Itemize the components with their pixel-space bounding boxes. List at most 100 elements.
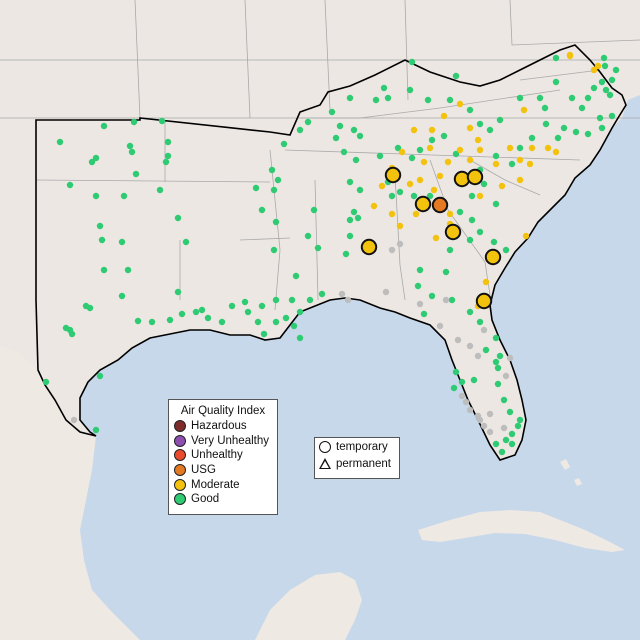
legend-label: Moderate bbox=[191, 478, 240, 491]
good-site-marker bbox=[92, 154, 100, 162]
moderate-temporary-monitor[interactable] bbox=[384, 166, 402, 184]
good-site-marker bbox=[228, 302, 236, 310]
mexico-land bbox=[0, 345, 140, 640]
bahamas-land bbox=[560, 459, 582, 486]
moderate-site-marker bbox=[436, 172, 444, 180]
good-site-marker bbox=[452, 150, 460, 158]
moderate-temporary-monitor[interactable] bbox=[444, 223, 462, 241]
good-site-marker bbox=[598, 124, 606, 132]
moderate-site-marker bbox=[430, 186, 438, 194]
good-site-marker bbox=[408, 154, 416, 162]
good-site-marker bbox=[408, 58, 416, 66]
moderate-site-marker bbox=[428, 126, 436, 134]
aqi-legend: Air Quality Index Hazardous Very Unhealt… bbox=[168, 399, 278, 515]
legend-label: Good bbox=[191, 493, 220, 506]
good-site-marker bbox=[452, 368, 460, 376]
good-site-marker bbox=[280, 140, 288, 148]
good-site-marker bbox=[350, 126, 358, 134]
good-site-marker bbox=[258, 302, 266, 310]
good-site-marker bbox=[118, 238, 126, 246]
moderate-site-marker bbox=[456, 100, 464, 108]
no-data-site-marker bbox=[480, 326, 488, 334]
good-site-marker bbox=[164, 138, 172, 146]
good-site-marker bbox=[590, 84, 598, 92]
no-data-site-marker bbox=[396, 240, 404, 248]
good-site-marker bbox=[394, 144, 402, 152]
good-site-marker bbox=[174, 288, 182, 296]
good-site-marker bbox=[290, 322, 298, 330]
good-site-marker bbox=[92, 426, 100, 434]
good-site-marker bbox=[260, 330, 268, 338]
good-site-marker bbox=[380, 84, 388, 92]
good-site-marker bbox=[414, 282, 422, 290]
usg-temporary-monitor[interactable] bbox=[431, 196, 449, 214]
moderate-temporary-monitor[interactable] bbox=[466, 168, 484, 186]
good-site-marker bbox=[476, 318, 484, 326]
legend-item-good: Good bbox=[169, 492, 277, 507]
moderate-site-marker bbox=[378, 182, 386, 190]
no-data-site-marker bbox=[436, 322, 444, 330]
good-site-marker bbox=[470, 376, 478, 384]
good-site-marker bbox=[516, 94, 524, 102]
good-site-marker bbox=[346, 232, 354, 240]
good-site-marker bbox=[572, 128, 580, 136]
good-site-marker bbox=[306, 296, 314, 304]
good-site-marker bbox=[128, 148, 136, 156]
no-data-site-marker bbox=[454, 336, 462, 344]
good-site-marker bbox=[466, 308, 474, 316]
good-site-marker bbox=[182, 238, 190, 246]
good-site-marker bbox=[96, 222, 104, 230]
good-site-marker bbox=[568, 94, 576, 102]
good-site-marker bbox=[416, 266, 424, 274]
circle-icon bbox=[319, 440, 331, 453]
good-site-marker bbox=[118, 292, 126, 300]
moderate-site-marker bbox=[526, 160, 534, 168]
good-site-marker bbox=[506, 408, 514, 416]
good-site-marker bbox=[608, 76, 616, 84]
good-site-marker bbox=[598, 78, 606, 86]
good-site-marker bbox=[494, 364, 502, 372]
hazardous-swatch bbox=[174, 420, 186, 433]
good-site-marker bbox=[272, 218, 280, 226]
no-data-site-marker bbox=[70, 416, 78, 424]
good-site-marker bbox=[384, 94, 392, 102]
no-data-site-marker bbox=[486, 410, 494, 418]
good-site-marker bbox=[134, 317, 142, 325]
moderate-temporary-monitor[interactable] bbox=[484, 248, 502, 266]
good-site-marker bbox=[542, 120, 550, 128]
monitor-sites bbox=[42, 51, 620, 456]
good-site-marker bbox=[388, 192, 396, 200]
good-site-marker bbox=[354, 214, 362, 222]
moderate-site-marker bbox=[416, 176, 424, 184]
good-site-marker bbox=[502, 436, 510, 444]
good-site-marker bbox=[448, 296, 456, 304]
moderate-site-marker bbox=[370, 202, 378, 210]
state-borders bbox=[0, 0, 640, 311]
no-data-site-marker bbox=[486, 428, 494, 436]
good-site-marker bbox=[584, 94, 592, 102]
good-site-marker bbox=[442, 268, 450, 276]
good-site-marker bbox=[92, 192, 100, 200]
good-site-marker bbox=[164, 152, 172, 160]
moderate-site-marker bbox=[406, 180, 414, 188]
legend-label: temporary bbox=[336, 440, 388, 453]
good-site-marker bbox=[96, 372, 104, 380]
moderate-temporary-monitor[interactable] bbox=[453, 170, 471, 188]
good-site-marker bbox=[288, 296, 296, 304]
legend-label: USG bbox=[191, 464, 216, 477]
good-site-marker bbox=[428, 292, 436, 300]
moderate-site-marker bbox=[426, 144, 434, 152]
good-site-marker bbox=[120, 192, 128, 200]
no-data-site-marker bbox=[388, 246, 396, 254]
moderate-temporary-monitor[interactable] bbox=[475, 292, 493, 310]
good-site-marker bbox=[258, 206, 266, 214]
moderate-temporary-monitor[interactable] bbox=[360, 238, 378, 256]
good-site-marker bbox=[178, 310, 186, 318]
good-site-marker bbox=[516, 144, 524, 152]
good-site-marker bbox=[496, 352, 504, 360]
good-site-marker bbox=[552, 78, 560, 86]
moderate-temporary-monitor[interactable] bbox=[414, 195, 432, 213]
legend-item-temporary: temporary bbox=[315, 438, 399, 455]
good-site-marker bbox=[528, 134, 536, 142]
good-site-marker bbox=[600, 54, 608, 62]
